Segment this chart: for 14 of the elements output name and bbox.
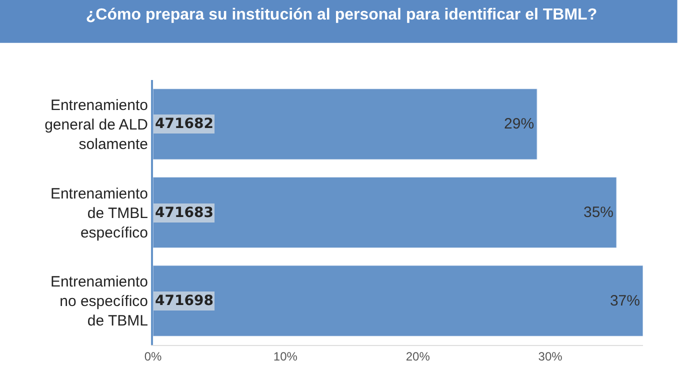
data-label: 37% bbox=[610, 292, 640, 310]
annotation: 471698 bbox=[155, 293, 214, 309]
chart-title: ¿Cómo prepara su institución al personal para identificar el TBML? bbox=[86, 6, 598, 24]
y-tick-label: Entrenamiento de TMBL específico bbox=[50, 185, 148, 242]
annotation: 471682 bbox=[155, 116, 214, 132]
x-tick-label: 10% bbox=[273, 349, 298, 364]
x-tick-label: 20% bbox=[406, 349, 430, 364]
x-tick-label: 30% bbox=[538, 349, 563, 364]
x-tick-label: 0% bbox=[144, 349, 162, 364]
annotation: 471683 bbox=[155, 205, 214, 221]
y-tick-label: Entrenamiento no específico de TBML bbox=[50, 274, 148, 330]
data-label: 29% bbox=[504, 116, 534, 133]
y-tick-label: Entrenamiento general de ALD solamente bbox=[44, 96, 148, 153]
data-label: 35% bbox=[583, 204, 614, 221]
